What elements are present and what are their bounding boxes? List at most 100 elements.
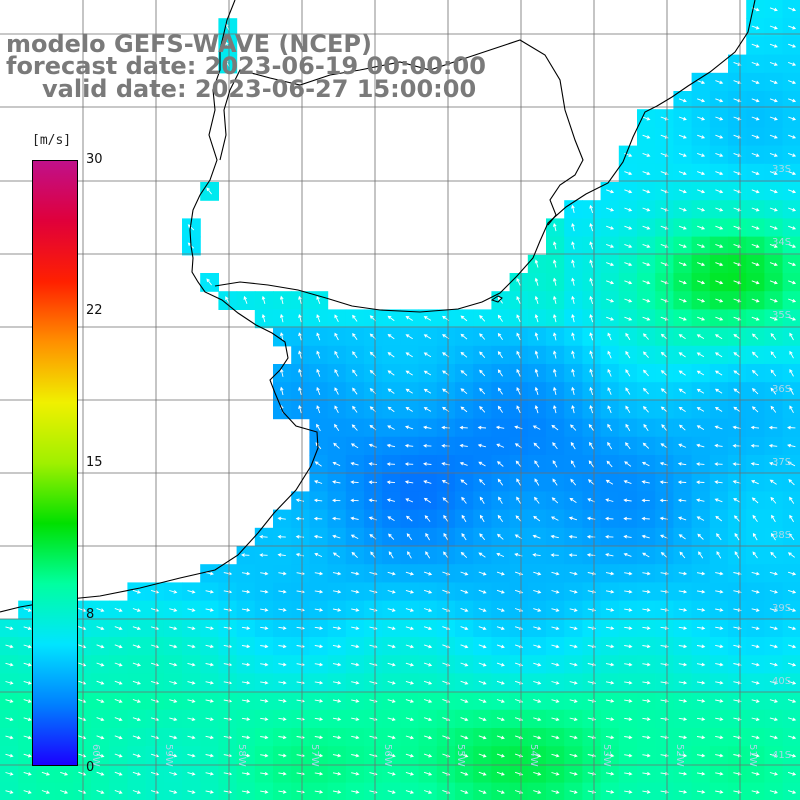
wind-arrow [60,771,69,776]
wind-arrow [696,644,706,649]
wind-arrow [715,753,724,758]
wind-arrow [605,608,615,612]
wind-arrow [624,171,633,176]
wind-arrow [624,298,633,303]
wind-arrow [205,626,214,630]
wind-arrow [589,295,594,305]
wind-arrow [368,516,377,521]
wind-arrow [423,407,432,412]
wind-arrow [332,790,342,794]
wind-arrow [715,152,724,157]
wind-arrow [260,771,269,776]
colorbar-tick: 0 [86,760,95,775]
wind-arrow [624,207,633,212]
wind-arrow [460,698,469,703]
valid-date: valid date: 2023-06-27 15:00:00 [42,75,477,103]
wind-arrow [751,298,760,303]
wind-arrow [478,680,487,685]
wind-arrow [405,589,415,594]
wind-speed-cell [200,782,219,800]
wind-arrow [423,771,433,776]
wind-arrow [715,626,724,630]
wind-arrow [589,332,594,341]
wind-arrow [314,753,324,758]
wind-arrow [78,662,87,667]
wind-arrow [769,717,778,722]
wind-arrow [642,333,649,340]
wind-arrow [241,771,251,776]
wind-arrow [404,443,414,448]
wind-arrow [387,772,396,776]
wind-arrow [533,608,542,612]
wind-arrow [405,644,415,649]
coastline-segment [0,0,319,613]
wind-arrow [787,735,797,740]
wind-arrow [478,662,487,667]
wind-arrow [677,480,687,485]
wind-arrow [534,313,539,323]
wind-arrow [661,424,668,431]
wind-arrow [642,771,651,776]
wind-arrow [770,551,777,559]
wind-arrow [605,626,615,630]
wind-arrow [623,498,632,503]
wind-arrow [460,551,468,559]
wind-arrow [751,406,759,413]
wind-arrow [387,681,396,685]
wind-arrow [496,735,505,740]
wind-arrow [132,717,142,722]
wind-speed-cell [436,782,456,800]
wind-arrow [751,480,759,485]
wind-arrow [405,626,415,631]
wind-arrow [298,368,302,377]
wind-arrow [733,152,742,157]
wind-arrow [642,387,649,395]
wind-arrow [715,515,723,522]
wind-arrow [768,425,778,430]
wind-arrow [678,717,688,721]
wind-arrow [569,717,578,722]
wind-arrow [788,80,797,85]
wind-arrow [641,516,650,521]
wind-arrow [589,368,594,377]
wind-arrow [678,662,688,667]
wind-arrow [751,333,759,340]
wind-arrow [316,332,321,341]
wind-arrow [387,790,396,794]
wind-arrow [660,443,668,449]
wind-arrow [624,771,633,776]
wind-arrow [678,352,686,358]
longitude-label: 59W [163,744,174,767]
wind-arrow [733,735,742,740]
wind-arrow [697,533,704,540]
wind-arrow [571,259,575,268]
wind-arrow [606,280,615,285]
wind-arrow [733,626,742,630]
wind-speed-cell [491,782,511,800]
wind-arrow [405,315,413,321]
wind-arrow [5,662,14,667]
wind-arrow [770,387,777,395]
wind-arrow [769,80,778,85]
wind-arrow [623,534,632,539]
wind-arrow [696,480,705,485]
wind-arrow [478,753,487,758]
wind-arrow [569,753,578,758]
wind-arrow [642,753,651,758]
wind-arrow [534,404,539,414]
wind-arrow [132,626,142,631]
wind-arrow [423,680,433,685]
wind-arrow [352,405,358,413]
wind-arrow [187,590,196,594]
wind-arrow [605,753,615,758]
wind-arrow [751,61,760,66]
wind-arrow [551,699,560,703]
wind-arrow [624,608,633,612]
wind-arrow [114,680,123,685]
wind-arrow [78,698,87,703]
wind-arrow [334,314,339,323]
wind-arrow [696,462,705,466]
wind-arrow [589,277,594,286]
wind-arrow [479,314,486,322]
